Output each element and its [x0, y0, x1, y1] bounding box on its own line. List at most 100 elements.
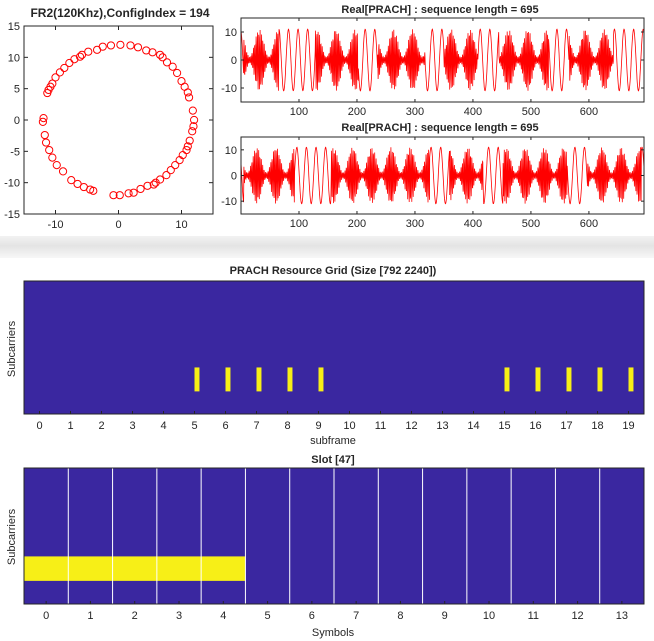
- prach-top-series-line: [240, 28, 645, 92]
- prach-top-xtick-label: 400: [464, 106, 482, 118]
- resource-grid-xlabel: subframe: [310, 435, 356, 447]
- resource-grid-xtick-label: 5: [191, 420, 197, 432]
- resource-grid-xtick-label: 18: [591, 420, 603, 432]
- resource-grid-xtick-label: 0: [36, 420, 42, 432]
- resource-grid-xtick-label: 11: [375, 420, 386, 432]
- constellation-point: [92, 45, 102, 54]
- resource-grid-occupied-cell: [318, 367, 324, 392]
- constellation-point: [51, 73, 60, 82]
- constellation-ytick-label: -10: [4, 178, 20, 190]
- resource-grid-title: PRACH Resource Grid (Size [792 2240]): [230, 265, 437, 277]
- resource-grid-occupied-cell: [287, 367, 293, 392]
- slot-xtick-label: 0: [43, 610, 49, 622]
- constellation-point: [115, 191, 124, 200]
- constellation-point: [190, 115, 199, 125]
- constellation-point: [184, 93, 194, 102]
- prach-bottom-ytick-label: 0: [231, 171, 237, 183]
- constellation-point: [106, 41, 116, 50]
- constellation-title: FR2(120Khz),ConfigIndex = 194: [30, 6, 209, 20]
- resource-grid-ylabel: Subcarriers: [6, 320, 18, 377]
- resource-grid-xtick-label: 10: [343, 420, 355, 432]
- prach-top-xtick-label: 500: [522, 106, 540, 118]
- resource-grid-background: [24, 281, 644, 414]
- resource-grid-xtick-label: 2: [98, 420, 104, 432]
- prach-top-xtick-label: 100: [290, 106, 308, 118]
- constellation-point: [65, 58, 74, 68]
- slot-occupied-symbol: [201, 556, 246, 581]
- resource-grid-xtick-label: 1: [67, 420, 73, 432]
- prach-bottom-xtick-label: 300: [406, 218, 424, 230]
- constellation-point: [151, 178, 160, 187]
- constellation-point: [73, 179, 82, 189]
- constellation-point: [41, 138, 51, 147]
- slot-xtick-label: 3: [176, 610, 182, 622]
- constellation-ytick-label: 0: [14, 115, 20, 127]
- slot-xtick-label: 12: [571, 610, 583, 622]
- constellation-point: [162, 58, 172, 67]
- constellation-point: [155, 50, 165, 59]
- constellation-point: [58, 167, 68, 176]
- prach-top-xtick-label: 300: [406, 106, 424, 118]
- prach-top-ytick-label: 0: [231, 55, 237, 67]
- constellation-point: [116, 40, 125, 49]
- prach-bottom-ytick-label: -10: [221, 196, 237, 208]
- constellation-point: [126, 41, 135, 50]
- slot-xtick-label: 1: [87, 610, 93, 622]
- constellation-plot: -10 0 10 15 10 5 0 -5 -10 -15: [4, 21, 214, 231]
- constellation-point: [171, 161, 180, 170]
- resource-grid-xtick-label: 13: [436, 420, 448, 432]
- resource-grid-xtick-label: 17: [560, 420, 572, 432]
- prach-bottom-xtick-label: 400: [464, 218, 482, 230]
- constellation-point: [48, 153, 57, 162]
- constellation-xtick-label: 10: [175, 219, 187, 231]
- constellation-point: [149, 180, 158, 189]
- slot-plot: 0 1 2 3 4 5 6 7 8 9 10 11 12 13: [23, 467, 645, 622]
- prach-bottom-xtick-label: 500: [522, 218, 540, 230]
- constellation-point: [162, 171, 171, 180]
- constellation-point: [84, 47, 93, 56]
- prach-bottom-xtick-label: 100: [290, 218, 308, 230]
- slot-occupied-symbol: [112, 556, 157, 581]
- figure-separator: [0, 236, 654, 258]
- constellation-point: [133, 43, 143, 52]
- prach-top-xtick-label: 200: [348, 106, 366, 118]
- resource-grid-xtick-label: 4: [160, 420, 166, 432]
- slot-xtick-label: 10: [483, 610, 495, 622]
- slot-xtick-label: 8: [397, 610, 403, 622]
- slot-xtick-label: 6: [309, 610, 315, 622]
- constellation-point: [188, 106, 197, 115]
- constellation-point: [182, 145, 191, 155]
- constellation-xtick-label: 0: [115, 219, 121, 231]
- prach-bottom-series-line: [240, 146, 645, 205]
- resource-grid-xtick-label: 9: [315, 420, 321, 432]
- resource-grid-occupied-cell: [225, 367, 231, 392]
- constellation-ytick-label: -5: [10, 146, 20, 158]
- resource-grid-occupied-cell: [504, 367, 510, 392]
- constellation-point: [166, 166, 175, 175]
- constellation-point: [89, 186, 98, 195]
- slot-xlabel: Symbols: [312, 627, 355, 639]
- constellation-point: [46, 82, 55, 91]
- constellation-point: [189, 122, 198, 131]
- constellation-point: [168, 62, 177, 71]
- prach-bottom-axes-bg: [241, 137, 644, 214]
- resource-grid-xtick-label: 6: [222, 420, 228, 432]
- constellation-point: [177, 77, 186, 86]
- prach-bottom-xtick-label: 600: [580, 218, 598, 230]
- slot-ylabel: Subcarriers: [6, 508, 18, 565]
- resource-grid-xtick-label: 3: [129, 420, 135, 432]
- resource-grid-occupied-cell: [628, 367, 634, 392]
- resource-grid-xtick-label: 14: [467, 420, 479, 432]
- prach-top-title: Real[PRACH] : sequence length = 695: [341, 4, 538, 16]
- slot-xtick-label: 13: [616, 610, 628, 622]
- constellation-point: [67, 176, 76, 185]
- resource-grid-occupied-cell: [194, 367, 200, 392]
- prach-bottom-xtick-label: 200: [348, 218, 366, 230]
- slot-axes-box: [23, 467, 645, 605]
- slot-occupied-symbol: [24, 556, 69, 581]
- resource-grid-occupied-cell: [256, 367, 262, 392]
- slot-xtick-label: 7: [353, 610, 359, 622]
- constellation-ytick-label: 5: [14, 84, 20, 96]
- constellation-point: [124, 189, 133, 198]
